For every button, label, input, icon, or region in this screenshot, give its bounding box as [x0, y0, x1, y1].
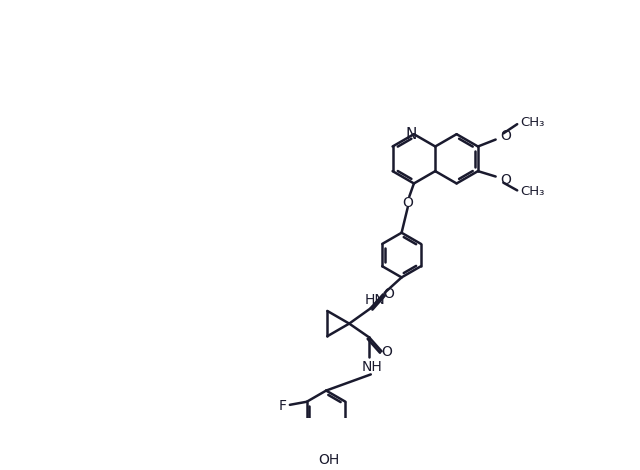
Text: O: O — [500, 173, 511, 188]
Text: O: O — [383, 287, 394, 300]
Text: O: O — [500, 129, 511, 143]
Text: O: O — [403, 196, 413, 210]
Text: CH₃: CH₃ — [520, 116, 545, 129]
Text: N: N — [405, 127, 417, 142]
Text: F: F — [278, 399, 286, 413]
Text: CH₃: CH₃ — [520, 186, 545, 198]
Text: NH: NH — [361, 360, 382, 375]
Text: HN: HN — [364, 293, 385, 307]
Text: OH: OH — [319, 453, 340, 467]
Text: O: O — [381, 345, 392, 359]
